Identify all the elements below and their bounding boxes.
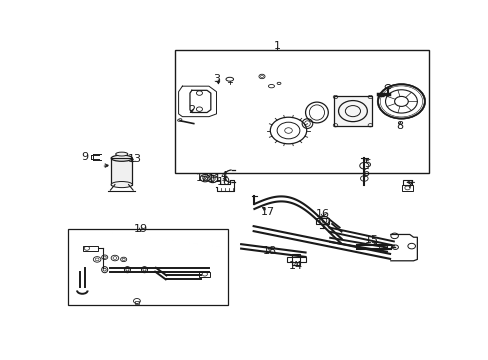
Bar	[68, 229, 227, 305]
Bar	[286, 257, 305, 262]
Text: 11: 11	[207, 174, 221, 184]
Bar	[199, 271, 210, 276]
Text: 4: 4	[220, 171, 227, 181]
Text: 9: 9	[81, 152, 88, 162]
Text: 3: 3	[213, 74, 220, 84]
Text: 19: 19	[133, 224, 147, 234]
Bar	[111, 158, 132, 185]
Bar	[401, 185, 412, 191]
Bar	[135, 301, 139, 304]
Text: 6: 6	[362, 168, 369, 179]
Bar	[83, 246, 97, 251]
Text: 14: 14	[288, 261, 303, 271]
Text: 17: 17	[260, 207, 274, 217]
Text: 15: 15	[364, 235, 378, 245]
Text: 2: 2	[188, 105, 195, 115]
Text: 12: 12	[196, 173, 210, 183]
Bar	[292, 254, 299, 265]
Text: 10: 10	[217, 177, 231, 187]
Bar	[403, 180, 411, 185]
Text: 5: 5	[364, 159, 371, 169]
Text: 13: 13	[128, 154, 142, 164]
Text: 8: 8	[396, 121, 403, 131]
Bar	[333, 96, 371, 126]
Text: 1: 1	[273, 41, 280, 51]
Bar	[175, 50, 428, 174]
Bar	[316, 218, 329, 224]
Text: 7: 7	[406, 180, 412, 190]
Ellipse shape	[111, 181, 132, 188]
Text: 16: 16	[315, 209, 329, 219]
Ellipse shape	[116, 152, 127, 156]
Text: 18: 18	[263, 246, 277, 256]
